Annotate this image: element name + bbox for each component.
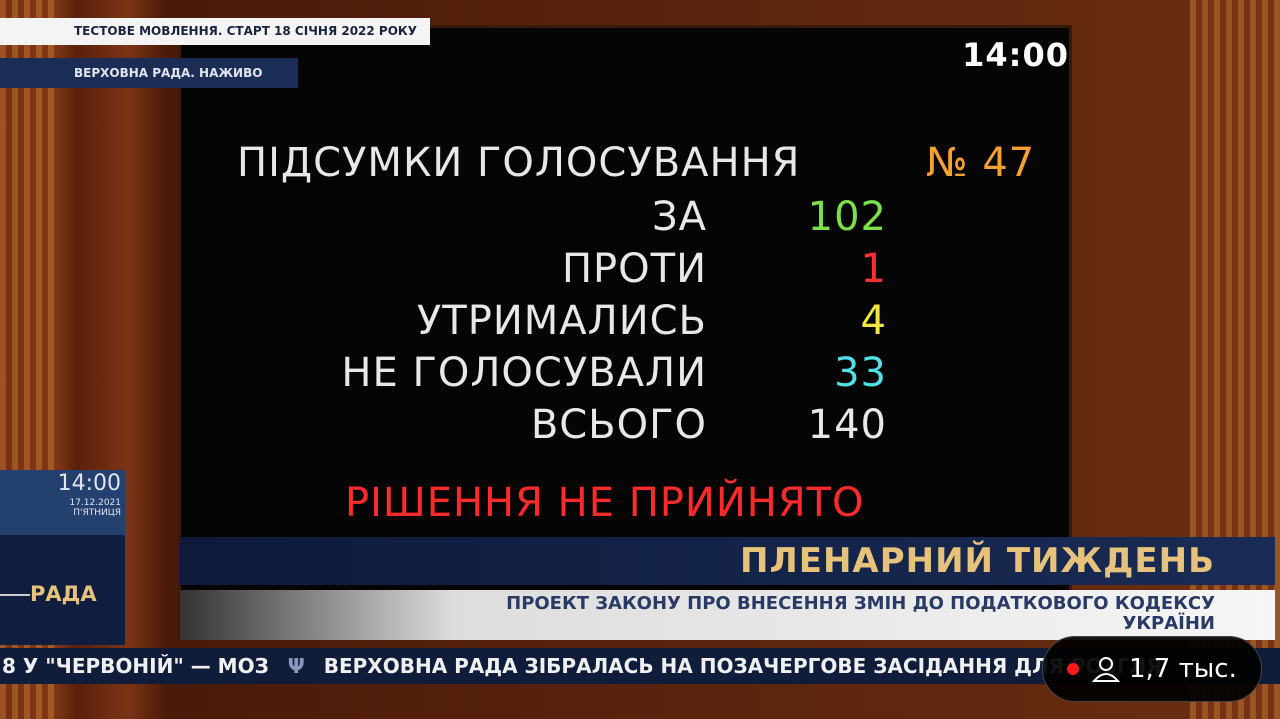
row-label-total: ВСЬОГО bbox=[530, 402, 707, 448]
viewer-count: 1,7 тыс. bbox=[1129, 654, 1237, 684]
row-value-for: 102 bbox=[807, 194, 887, 240]
side-clock: 14:00 17.12.2021 П'ЯТНИЦЯ bbox=[0, 470, 125, 535]
test-broadcast-banner: ТЕСТОВЕ МОВЛЕННЯ. СТАРТ 18 СІЧНЯ 2022 РО… bbox=[0, 18, 430, 45]
live-dot-icon bbox=[1067, 663, 1079, 675]
row-label-not-voted: НЕ ГОЛОСУВАЛИ bbox=[341, 350, 707, 396]
plenary-week-heading: ПЛЕНАРНИЙ ТИЖДЕНЬ bbox=[180, 537, 1275, 585]
row-value-total: 140 bbox=[807, 402, 887, 448]
row-value-abstained: 4 bbox=[860, 298, 887, 344]
ticker-text-after: ВЕРХОВНА РАДА ЗІБРАЛАСЬ НА ПОЗАЧЕРГОВЕ З… bbox=[323, 654, 1162, 678]
live-banner: ВЕРХОВНА РАДА. НАЖИВО bbox=[0, 58, 298, 88]
row-value-not-voted: 33 bbox=[834, 350, 887, 396]
logo-line bbox=[0, 594, 30, 596]
ticker-text-before: 8 У "ЧЕРВОНІЙ" — МОЗ bbox=[2, 654, 269, 678]
row-value-against: 1 bbox=[860, 246, 887, 292]
rada-logo: РАДА bbox=[0, 535, 125, 645]
side-date: 17.12.2021 bbox=[69, 498, 121, 508]
live-viewers-badge[interactable]: 1,7 тыс. bbox=[1042, 636, 1262, 702]
bill-caption-line1: ПРОЕКТ ЗАКОНУ ПРО ВНЕСЕННЯ ЗМІН ДО ПОДАТ… bbox=[506, 593, 1215, 614]
bill-caption: ПРОЕКТ ЗАКОНУ ПРО ВНЕСЕННЯ ЗМІН ДО ПОДАТ… bbox=[180, 590, 1275, 640]
board-clock: 14:00 bbox=[962, 36, 1069, 74]
user-icon bbox=[1091, 657, 1121, 682]
trident-icon: Ψ bbox=[287, 654, 305, 678]
row-label-for: ЗА bbox=[651, 194, 707, 240]
decision-result: РІШЕННЯ НЕ ПРИЙНЯТО bbox=[345, 480, 865, 526]
bill-caption-line2: УКРАЇНИ bbox=[1122, 613, 1215, 634]
side-weekday: П'ЯТНИЦЯ bbox=[73, 508, 121, 518]
row-label-against: ПРОТИ bbox=[561, 246, 707, 292]
side-time: 14:00 bbox=[57, 471, 121, 496]
logo-text: РАДА bbox=[30, 582, 97, 606]
row-label-abstained: УТРИМАЛИСЬ bbox=[416, 298, 707, 344]
board-title: ПІДСУМКИ ГОЛОСУВАННЯ bbox=[237, 140, 801, 186]
vote-number: № 47 bbox=[926, 140, 1036, 186]
